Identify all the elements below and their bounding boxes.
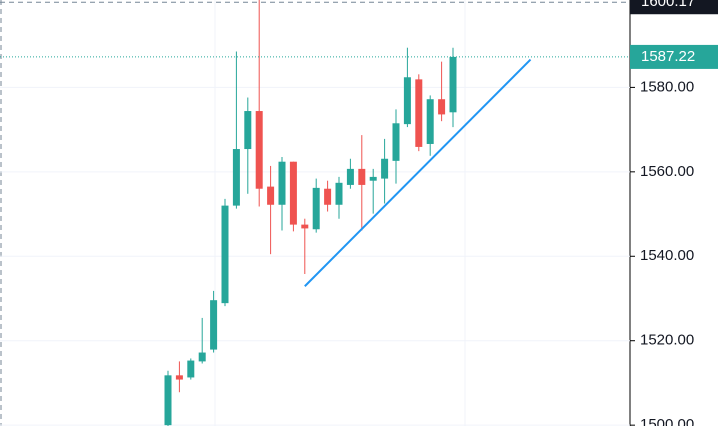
candle-body [415, 79, 423, 147]
crosshair-price-label: 1600.17 [641, 0, 695, 10]
candle-body [324, 188, 332, 205]
y-tick-label: 1580.00 [640, 78, 694, 95]
candle-body [244, 111, 252, 150]
y-tick-label: 1520.00 [640, 332, 694, 349]
candle-body [335, 182, 343, 205]
candle-body [346, 168, 354, 185]
candle-body [187, 360, 195, 378]
candle-body [255, 111, 263, 189]
y-tick-label: 1500.00 [640, 416, 694, 426]
candle-body [210, 300, 218, 350]
candle-body [426, 99, 434, 144]
candle-body [312, 187, 320, 230]
candle-body [164, 375, 172, 426]
candle-body [369, 176, 377, 181]
candle-body [392, 123, 400, 161]
candle-body [232, 149, 240, 206]
trendline [304, 58, 532, 287]
candle-body [438, 99, 446, 115]
crosshair-price-box [630, 0, 718, 15]
candle-body [221, 205, 229, 304]
candle-body [381, 158, 389, 179]
candle-body [278, 161, 286, 205]
candle-body [267, 186, 275, 205]
y-tick-label: 1540.00 [640, 247, 694, 264]
candle-body [358, 168, 366, 185]
last-price-box [630, 44, 718, 69]
candle-body [403, 77, 411, 125]
candle-body [301, 224, 309, 229]
last-price-label: 1587.22 [641, 48, 695, 65]
candle-body [449, 56, 457, 113]
candle-body [289, 161, 297, 225]
candle-body [175, 375, 183, 380]
candle-body [198, 352, 206, 362]
y-tick-label: 1560.00 [640, 163, 694, 180]
